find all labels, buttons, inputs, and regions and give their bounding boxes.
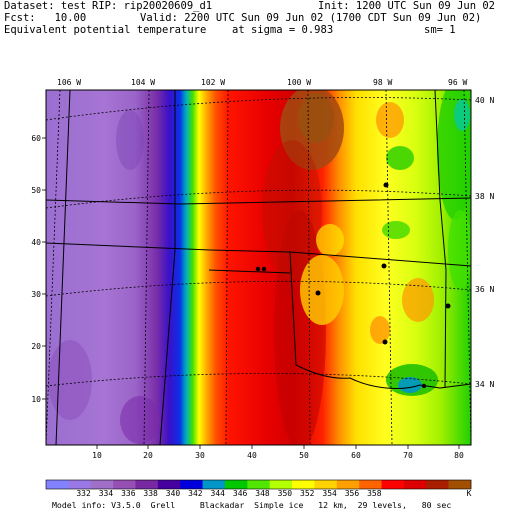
x-tick-70: 70 <box>403 451 413 460</box>
colorbar-swatch <box>202 480 226 489</box>
colorbar-swatch <box>314 480 338 489</box>
x-tick-50: 50 <box>299 451 309 460</box>
field-name: Equivalent potential temperature <box>4 24 207 36</box>
x-tick-30: 30 <box>195 451 205 460</box>
valid-time: Valid: 2200 UTC Sun 09 Jun 02 (1700 CDT … <box>140 12 482 24</box>
lon-label-102w: 102 W <box>201 78 225 87</box>
lon-label-100w: 100 W <box>287 78 311 87</box>
colorbar-label: 336 <box>121 489 136 498</box>
x-tick-20: 20 <box>143 451 153 460</box>
lon-label-104w: 104 W <box>131 78 155 87</box>
lon-label-96w: 96 W <box>448 78 467 87</box>
state-borders <box>45 89 472 446</box>
colorbar-swatch <box>68 480 92 489</box>
colorbar-label: 356 <box>345 489 360 498</box>
colorbar-swatch <box>292 480 315 489</box>
colorbar-swatch <box>224 480 248 489</box>
y-tick-60: 60 <box>31 134 41 143</box>
colorbar-label: 346 <box>233 489 248 498</box>
y-tick-40: 40 <box>31 238 41 247</box>
theta-e-field <box>46 90 471 445</box>
lon-label-98w: 98 W <box>373 78 392 87</box>
x-tick-10: 10 <box>92 451 102 460</box>
lon-label-106w: 106 W <box>57 78 81 87</box>
rip-label: RIP: rip20020609_d1 <box>92 0 213 12</box>
x-tick-60: 60 <box>351 451 361 460</box>
x-tick-40: 40 <box>247 451 257 460</box>
y-tick-50: 50 <box>31 186 41 195</box>
init-time: Init: 1200 UTC Sun 09 Jun 02 <box>318 0 496 12</box>
model-info: Model info: V3.5.0 Grell Blackadar Simpl… <box>52 500 452 510</box>
colorbar-swatch <box>113 480 136 489</box>
colorbar-label: 342 <box>188 489 203 498</box>
colorbar-swatch <box>90 480 114 489</box>
colorbar-swatch <box>426 480 449 489</box>
colorbar-label: 348 <box>255 489 270 498</box>
lat-label-38n: 38 N <box>475 192 494 201</box>
lat-label-34n: 34 N <box>475 380 494 389</box>
colorbar-label: 352 <box>300 489 315 498</box>
city-markers <box>255 182 451 389</box>
colorbar-swatch <box>336 480 360 489</box>
lat-label-36n: 36 N <box>475 285 494 294</box>
colorbar-swatch <box>448 480 472 489</box>
axis-ticks <box>42 137 460 449</box>
colorbar-swatch <box>180 480 203 489</box>
colorbar <box>45 479 472 490</box>
y-tick-20: 20 <box>31 342 41 351</box>
forecast-hour: Fcst: 10.00 <box>4 12 87 24</box>
map-frame <box>45 89 472 446</box>
colorbar-swatch <box>247 480 270 489</box>
y-tick-30: 30 <box>31 290 41 299</box>
dataset-label: Dataset: test <box>4 0 87 12</box>
colorbar-unit: K <box>467 489 472 498</box>
graticule <box>45 89 472 446</box>
lat-label-40n: 40 N <box>475 96 494 105</box>
colorbar-label: 338 <box>143 489 158 498</box>
smoothing-label: sm= 1 <box>424 24 456 36</box>
sigma-level: at sigma = 0.983 <box>232 24 334 36</box>
colorbar-swatch <box>269 480 293 489</box>
colorbar-swatch <box>46 480 69 489</box>
colorbar-label: 344 <box>211 489 226 498</box>
colorbar-swatch <box>135 480 159 489</box>
y-tick-10: 10 <box>31 395 41 404</box>
colorbar-swatch <box>157 480 181 489</box>
colorbar-label: 334 <box>99 489 114 498</box>
colorbar-swatch <box>381 480 405 489</box>
colorbar-frame <box>45 479 472 490</box>
colorbar-label: 354 <box>322 489 337 498</box>
colorbar-swatch <box>359 480 382 489</box>
x-tick-80: 80 <box>454 451 464 460</box>
colorbar-swatch <box>403 480 427 489</box>
colorbar-label: 332 <box>76 489 91 498</box>
colorbar-label: 358 <box>367 489 382 498</box>
colorbar-label: 350 <box>278 489 293 498</box>
colorbar-label: 340 <box>166 489 181 498</box>
